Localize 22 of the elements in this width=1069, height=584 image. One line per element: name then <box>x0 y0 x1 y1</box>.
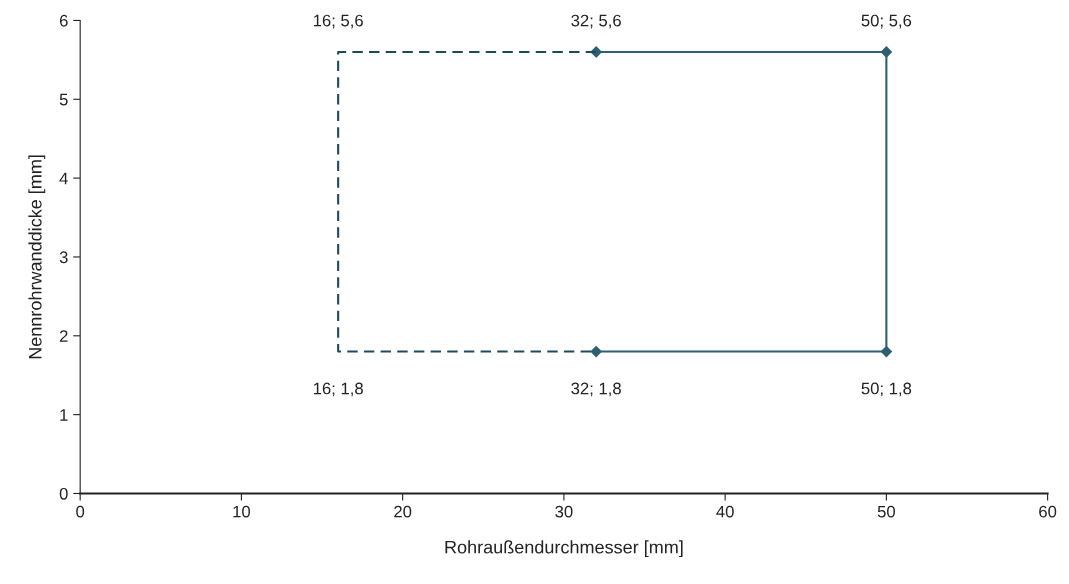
annotation: 50; 5,6 <box>861 14 912 29</box>
annotation: 32; 5,6 <box>571 14 621 29</box>
y-tick-label: 0 <box>59 487 68 500</box>
y-tick-label: 6 <box>59 14 68 27</box>
y-tick-label: 3 <box>59 251 68 264</box>
annotation: 32; 1,8 <box>571 382 621 397</box>
x-tick-label: 50 <box>877 505 895 518</box>
y-tick-label: 5 <box>59 93 68 106</box>
x-tick-label: 0 <box>76 505 85 518</box>
annotation: 16; 1,8 <box>313 382 363 397</box>
y-tick-label: 2 <box>59 330 68 342</box>
x-axis-title: Rohraußendurchmesser [mm] <box>445 540 683 558</box>
y-tick-label: 4 <box>59 172 68 185</box>
x-tick-label: 20 <box>394 505 412 518</box>
y-axis-title: Nennrohrwanddicke [mm] <box>28 155 46 359</box>
x-tick-label: 10 <box>233 505 251 518</box>
y-tick-label: 1 <box>60 409 68 421</box>
annotation: 50; 1,8 <box>861 382 912 397</box>
x-tick-label: 40 <box>716 505 734 518</box>
x-tick-label: 60 <box>1039 505 1057 518</box>
x-tick-label: 30 <box>555 505 573 518</box>
annotation: 16; 5,6 <box>313 14 363 29</box>
